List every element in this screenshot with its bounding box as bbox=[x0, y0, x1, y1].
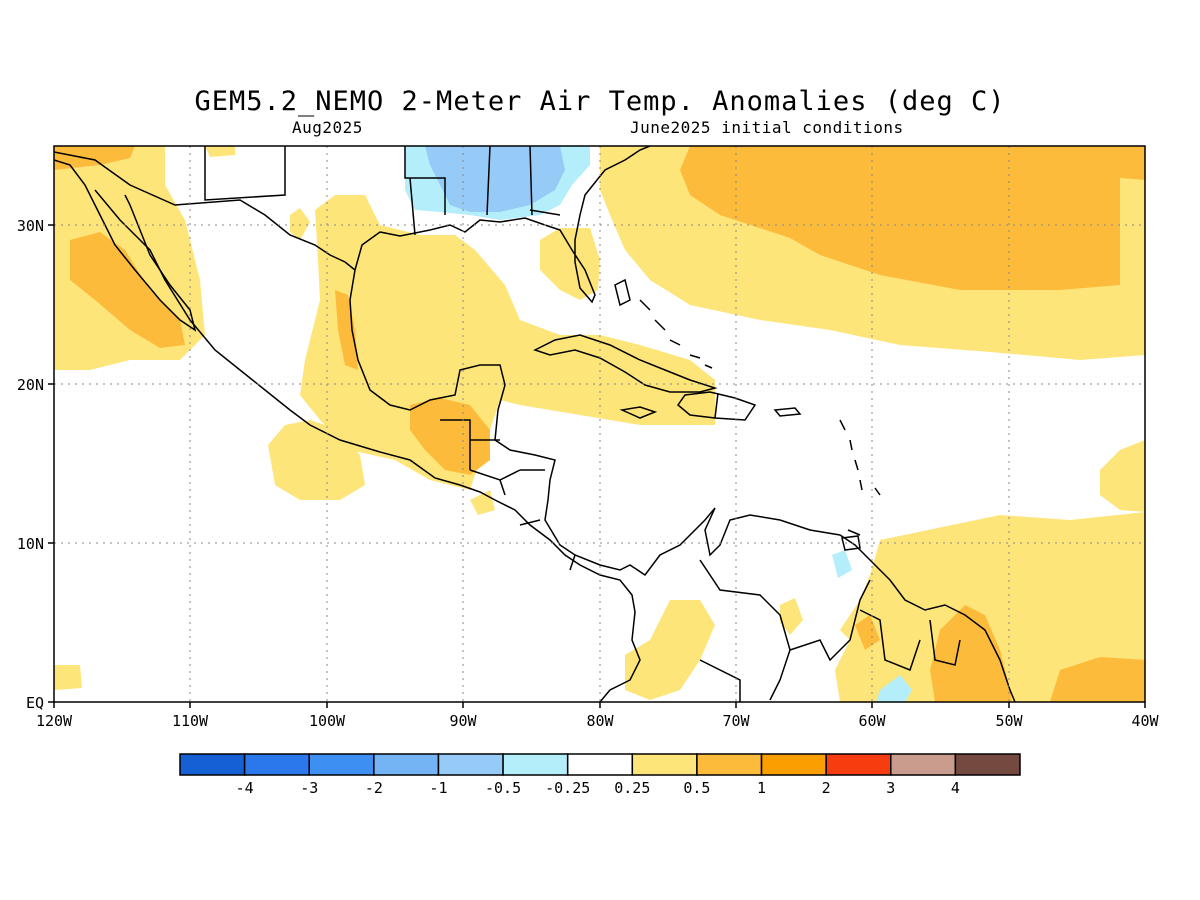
warm-region-guianas bbox=[1100, 440, 1145, 512]
legend-color-box bbox=[825, 753, 892, 776]
warm-speck-d bbox=[205, 146, 235, 157]
warm-speck-f bbox=[855, 615, 880, 650]
legend-label: -0.5 bbox=[485, 779, 521, 797]
coast-mexico-gulf bbox=[349, 269, 506, 441]
legend-label: -0.25 bbox=[545, 779, 590, 797]
y-tick-label: 10N bbox=[17, 535, 44, 553]
legend-color-box bbox=[179, 753, 246, 776]
x-tick-labels: 120W 110W 100W 90W 80W 70W 60W 50W 40W bbox=[36, 712, 1160, 730]
y-tick-label: 30N bbox=[17, 217, 44, 235]
x-tick-label: 100W bbox=[309, 712, 346, 730]
legend-color-box bbox=[760, 753, 827, 776]
legend-label: 4 bbox=[951, 779, 960, 797]
legend-color-box bbox=[308, 753, 375, 776]
coast-bahamas bbox=[614, 278, 713, 369]
legend-label: -3 bbox=[300, 779, 318, 797]
color-legend-labels: -4 -3 -2 -1 -0.5 -0.25 0.25 0.5 1 2 3 4 bbox=[236, 779, 960, 797]
x-tick-label: 40W bbox=[1131, 712, 1159, 730]
legend-label: -1 bbox=[429, 779, 447, 797]
x-tick-label: 60W bbox=[858, 712, 886, 730]
border-central-america bbox=[440, 419, 576, 571]
initial-conditions-label: June2025 initial conditions bbox=[630, 118, 904, 137]
legend-color-box bbox=[243, 753, 310, 776]
x-tick-label: 110W bbox=[172, 712, 209, 730]
x-tick-label: 80W bbox=[586, 712, 614, 730]
legend-label: 2 bbox=[822, 779, 831, 797]
legend-color-box bbox=[954, 753, 1021, 776]
warm-core-baja bbox=[70, 232, 185, 348]
warm-core-southatlantic bbox=[1050, 657, 1145, 702]
legend-color-box bbox=[502, 753, 569, 776]
warm-core-westmexico bbox=[335, 290, 358, 370]
x-tick-label: 120W bbox=[36, 712, 73, 730]
y-tick-label: EQ bbox=[26, 694, 44, 712]
legend-color-box bbox=[373, 753, 440, 776]
border-us-states bbox=[204, 146, 561, 236]
warm-speck-a bbox=[290, 208, 310, 240]
color-legend-boxes bbox=[179, 753, 1021, 776]
graticule bbox=[54, 146, 1145, 702]
border-south-america bbox=[699, 559, 961, 702]
map-title: GEM5.2_NEMO 2-Meter Air Temp. Anomalies … bbox=[194, 86, 1006, 117]
legend-label: -2 bbox=[365, 779, 383, 797]
coast-cuba bbox=[533, 334, 718, 393]
legend-color-box bbox=[566, 753, 634, 776]
warm-region-gulf bbox=[300, 195, 715, 490]
coast-mexico-pacific bbox=[94, 189, 641, 702]
x-tick-label: 50W bbox=[995, 712, 1023, 730]
warm-core-brazil bbox=[930, 605, 1012, 702]
warm-region-colombia bbox=[625, 600, 715, 700]
legend-label: 3 bbox=[886, 779, 895, 797]
axis-ticks bbox=[48, 224, 1146, 708]
warm-speck-c bbox=[54, 665, 82, 690]
warm-region-southatlantic bbox=[835, 512, 1145, 702]
warm-region-florida bbox=[540, 228, 600, 300]
warm-core-baja-north bbox=[54, 146, 135, 170]
coast-lesser-antilles bbox=[839, 419, 881, 536]
valid-month-label: Aug2025 bbox=[292, 118, 363, 137]
coastlines bbox=[54, 146, 1016, 702]
legend-color-box bbox=[631, 753, 698, 776]
coast-south-america-north bbox=[704, 507, 1016, 702]
y-tick-labels: EQ 10N 20N 30N bbox=[17, 217, 44, 712]
anomaly-shading bbox=[54, 146, 1145, 702]
y-tick-label: 20N bbox=[17, 376, 44, 394]
x-tick-label: 90W bbox=[449, 712, 477, 730]
border-us-mexico bbox=[54, 151, 356, 271]
warm-speck-e bbox=[780, 598, 803, 635]
legend-label: 1 bbox=[757, 779, 766, 797]
legend-label: -4 bbox=[236, 779, 254, 797]
x-tick-label: 70W bbox=[722, 712, 750, 730]
warm-core-atlantic bbox=[680, 146, 1145, 290]
coast-trinidad bbox=[841, 535, 861, 551]
cool-speck-guyana bbox=[876, 675, 912, 702]
legend-label: 0.25 bbox=[614, 779, 650, 797]
legend-label: 0.5 bbox=[683, 779, 710, 797]
coast-us-gulf bbox=[354, 146, 651, 304]
coast-jamaica bbox=[619, 406, 658, 419]
legend-color-box bbox=[696, 753, 763, 776]
legend-color-box bbox=[890, 753, 957, 776]
coast-hispaniola bbox=[676, 391, 757, 421]
coast-baja bbox=[54, 159, 197, 332]
coast-puerto-rico bbox=[773, 407, 802, 417]
cool-speck-venezuela bbox=[832, 550, 852, 578]
legend-color-box bbox=[437, 753, 504, 776]
